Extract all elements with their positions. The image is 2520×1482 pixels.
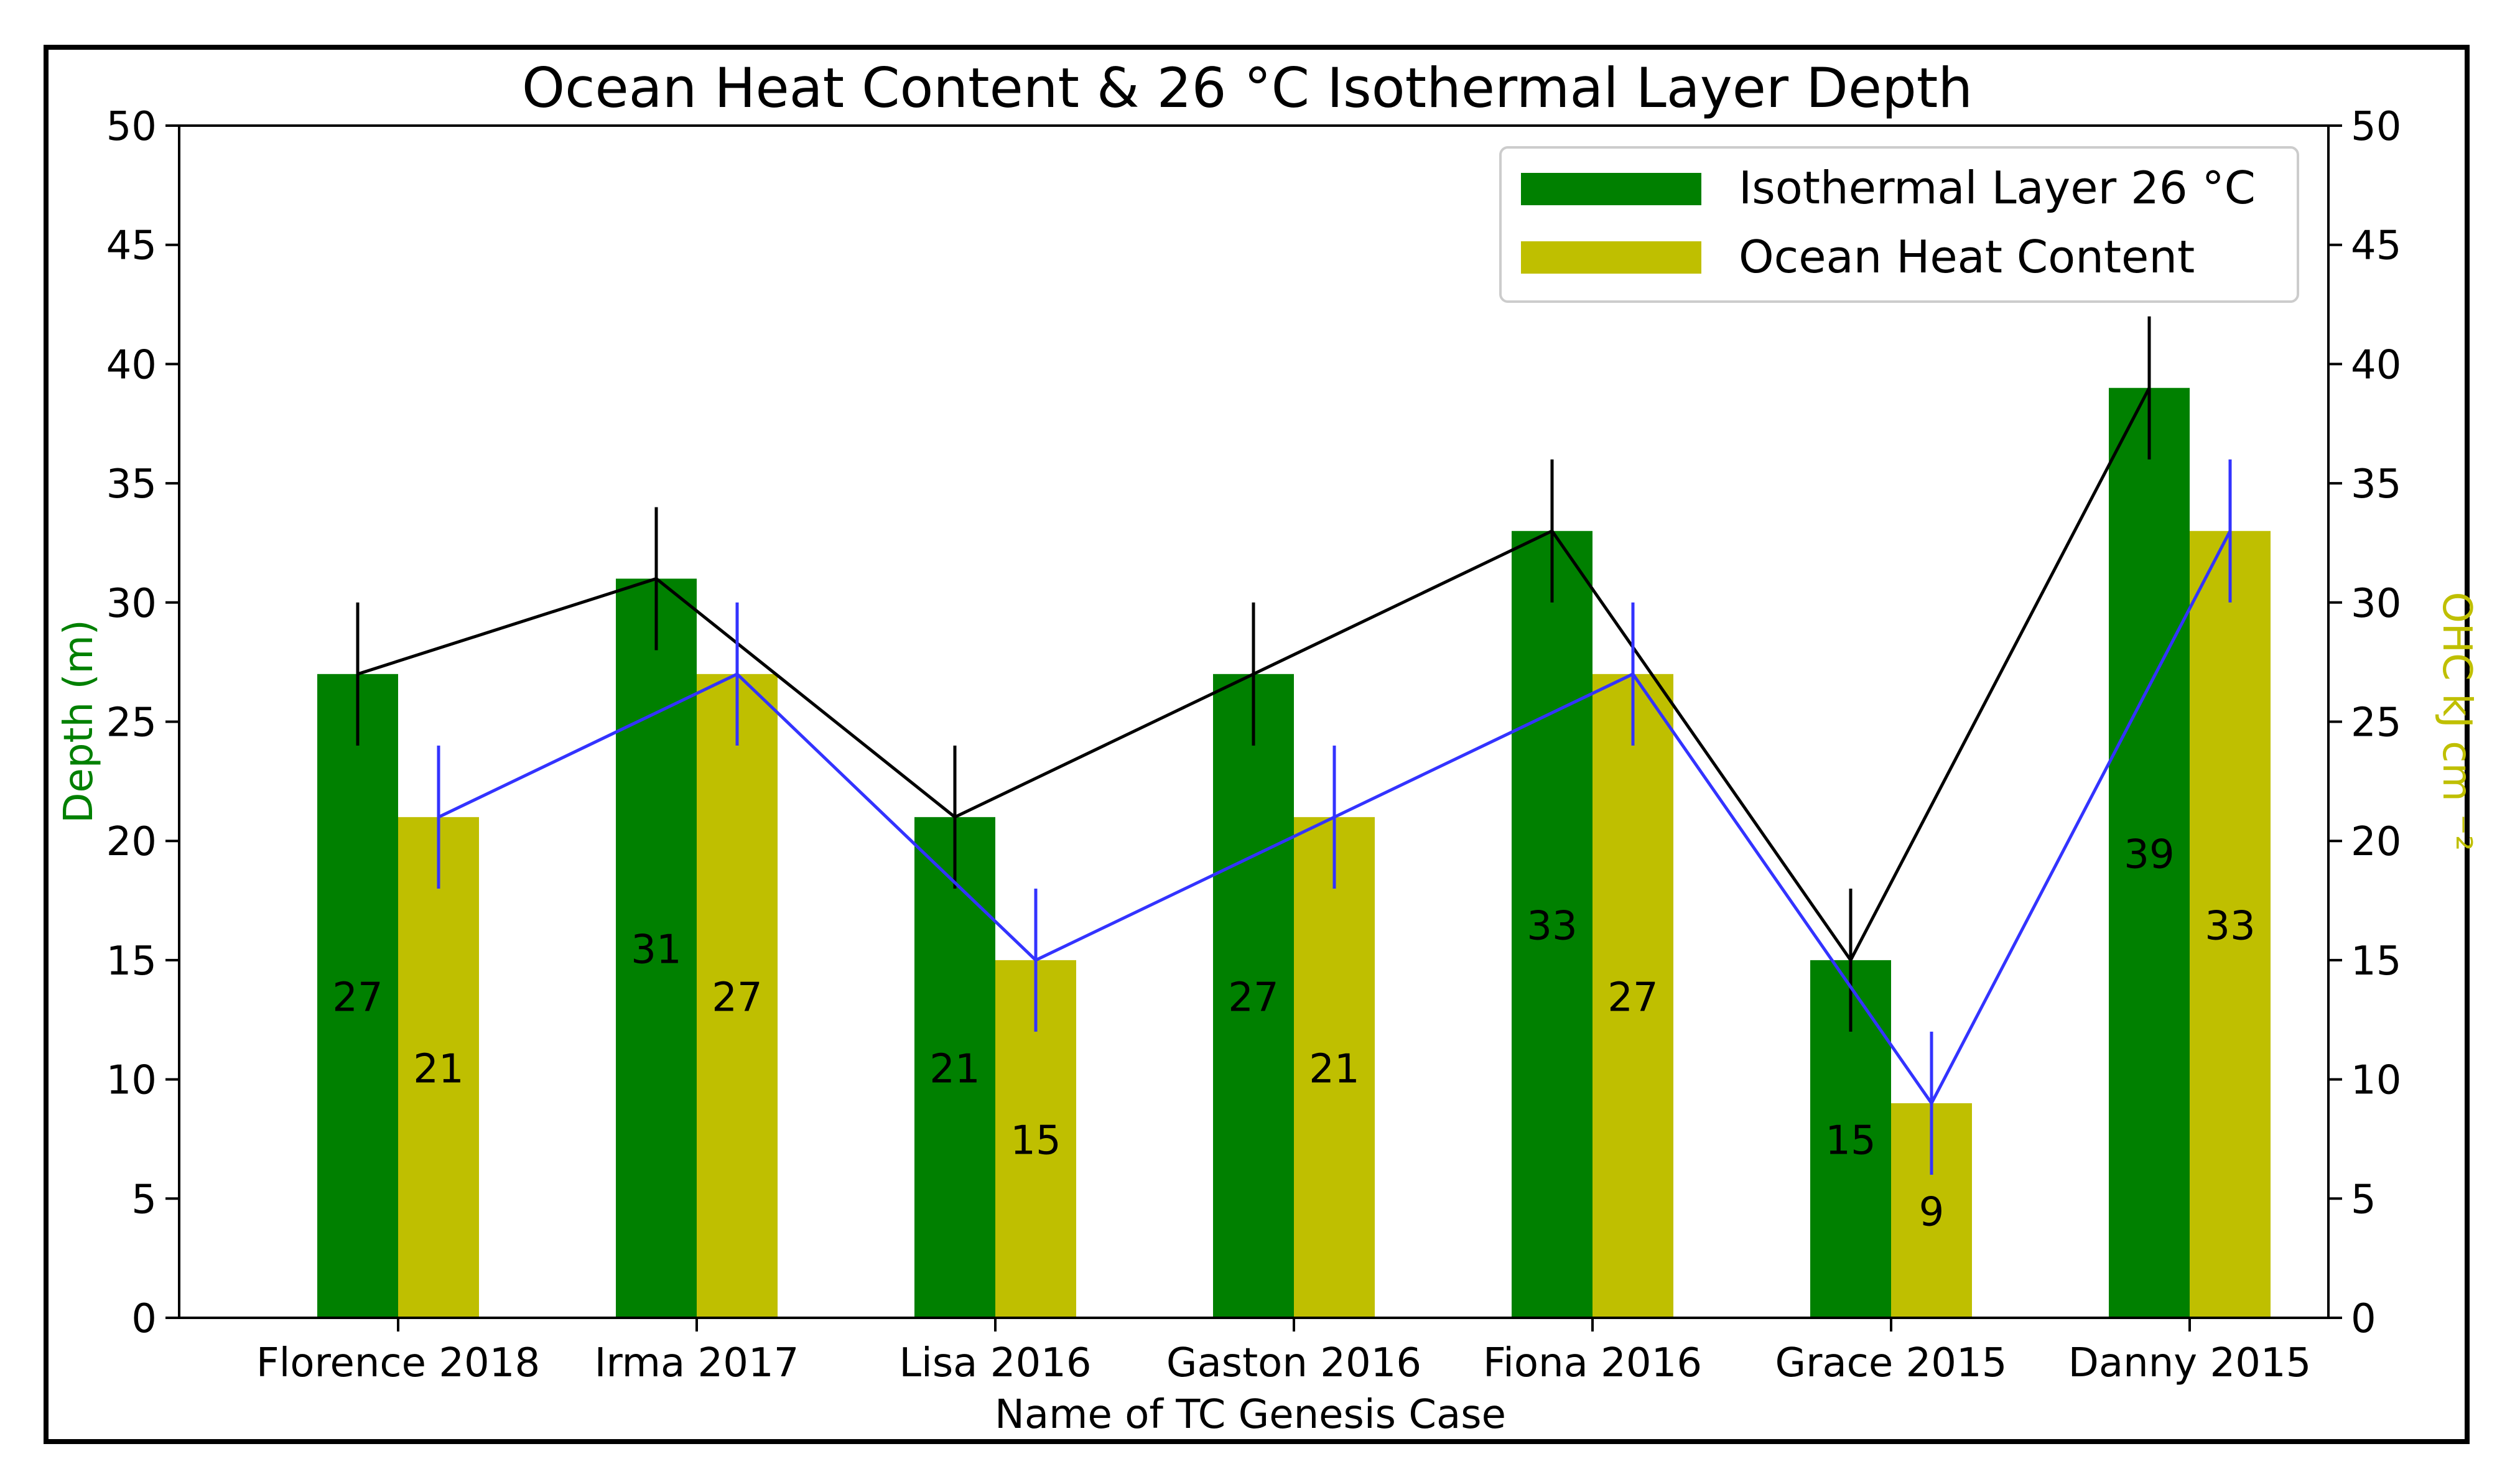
isothermal-value-label-2: 21	[929, 1046, 980, 1092]
ohc-bar-6	[2190, 530, 2271, 1318]
legend-label-isothermal: Isothermal Layer 26 °C	[1739, 162, 2256, 214]
ohc-value-label-0: 21	[413, 1046, 463, 1092]
ohc-value-label-1: 27	[712, 975, 762, 1021]
x-tick-label-2: Lisa 2016	[899, 1340, 1091, 1386]
right-tick-label-6: 30	[2351, 581, 2401, 627]
x-tick-label-5: Grace 2015	[1775, 1340, 2007, 1386]
x-tick-label-4: Fiona 2016	[1483, 1340, 1702, 1386]
isothermal-value-label-0: 27	[332, 975, 383, 1021]
isothermal-value-label-6: 39	[2124, 831, 2174, 878]
isothermal-bar-1	[616, 578, 697, 1318]
isothermal-bar-3	[1213, 674, 1294, 1318]
lines-group	[356, 316, 2232, 1175]
left-tick-label-6: 30	[106, 581, 157, 627]
x-tick-label-3: Gaston 2016	[1166, 1340, 1421, 1386]
ohc-bar-3	[1294, 817, 1375, 1318]
ohc-bar-1	[697, 674, 778, 1318]
isothermal-value-label-4: 33	[1527, 903, 1577, 949]
right-tick-label-1: 5	[2351, 1177, 2376, 1223]
left-tick-label-3: 15	[106, 938, 157, 984]
ohc-value-label-3: 21	[1309, 1046, 1359, 1092]
x-tick-label-1: Irma 2017	[595, 1340, 799, 1386]
left-tick-label-2: 10	[106, 1058, 157, 1104]
isothermal-bar-0	[317, 674, 398, 1318]
ohc-trend-line	[437, 530, 2232, 1106]
bar-labels-group: 27 31 21 27 33 15 39 21 27 15 21 27 9 33	[332, 831, 2255, 1235]
ohc-bar-4	[1592, 674, 1673, 1318]
y-axis-label-left: Depth (m)	[56, 619, 102, 823]
right-tick-label-9: 45	[2351, 223, 2401, 269]
isothermal-bar-6	[2109, 387, 2190, 1318]
right-tick-label-4: 20	[2351, 819, 2401, 865]
legend-label-ohc: Ocean Heat Content	[1739, 231, 2195, 283]
left-tick-label-5: 25	[106, 700, 157, 746]
right-tick-label-3: 15	[2351, 938, 2401, 984]
left-tick-label-10: 50	[106, 104, 157, 150]
ohc-value-label-6: 33	[2205, 903, 2255, 949]
right-tick-label-2: 10	[2351, 1058, 2401, 1104]
x-tick-label-6: Danny 2015	[2068, 1340, 2312, 1386]
x-axis: Florence 2018 Irma 2017 Lisa 2016 Gaston 20…	[256, 1318, 2312, 1386]
ohc-value-label-5: 9	[1919, 1189, 1945, 1235]
legend: Isothermal Layer 26 °C Ocean Heat Conten…	[1499, 146, 2299, 303]
ohc-value-label-2: 15	[1010, 1118, 1061, 1164]
right-tick-label-5: 25	[2351, 700, 2401, 746]
left-tick-label-0: 0	[131, 1296, 157, 1342]
ohc-value-label-4: 27	[1607, 975, 1658, 1021]
right-tick-label-0: 0	[2351, 1296, 2376, 1342]
isothermal-trend-line	[357, 387, 2151, 963]
isothermal-value-label-3: 27	[1228, 975, 1278, 1021]
isothermal-value-label-1: 31	[631, 927, 681, 973]
ohc-bar-0	[398, 817, 479, 1318]
bars-group	[317, 387, 2271, 1318]
x-tick-label-0: Florence 2018	[256, 1340, 540, 1386]
x-axis-label: Name of TC Genesis Case	[995, 1392, 1506, 1438]
left-tick-label-8: 40	[106, 342, 157, 388]
right-tick-label-10: 50	[2351, 104, 2401, 150]
right-tick-label-7: 35	[2351, 461, 2401, 507]
isothermal-bar-2	[914, 817, 995, 1318]
legend-swatch-ohc	[1521, 241, 1701, 274]
left-tick-label-9: 45	[106, 223, 157, 269]
right-tick-label-8: 40	[2351, 342, 2401, 388]
isothermal-bar-4	[1512, 530, 1592, 1318]
left-axis: 0 5 10 15 20 25 30 35 40 45 50	[106, 104, 179, 1342]
left-tick-label-7: 35	[106, 461, 157, 507]
y-axis-label-right: OHC kJ cm ⁻²	[2434, 591, 2480, 851]
left-tick-label-4: 20	[106, 819, 157, 865]
chart-title: Ocean Heat Content & 26 °C Isothermal La…	[522, 56, 1973, 120]
legend-swatch-isothermal	[1521, 173, 1701, 205]
isothermal-value-label-5: 15	[1825, 1118, 1876, 1164]
right-axis: 0 5 10 15 20 25 30 35 40 45 50	[2328, 104, 2401, 1342]
left-tick-label-1: 5	[131, 1177, 157, 1223]
